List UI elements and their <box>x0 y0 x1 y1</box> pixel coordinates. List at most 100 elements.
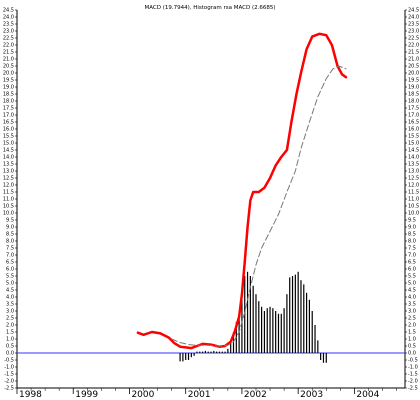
y-tick-label: 16.0 <box>3 127 14 133</box>
y-tick-label: 12.5 <box>408 176 419 182</box>
x-tick-label: 2000 <box>131 390 154 400</box>
y-tick-label: 3.0 <box>6 309 14 315</box>
y-tick-label: 22.5 <box>408 36 419 42</box>
x-tick-label: 1998 <box>19 390 42 400</box>
x-tick-label: 1999 <box>75 390 98 400</box>
y-tick-label: 5.0 <box>408 281 416 287</box>
y-tick-label: 14.0 <box>3 155 14 161</box>
y-tick-label: 1.0 <box>6 337 14 343</box>
y-tick-label: 1.0 <box>408 337 416 343</box>
y-tick-label: 10.0 <box>408 211 419 217</box>
macd-line <box>136 32 348 350</box>
y-tick-label: 13.5 <box>408 162 419 168</box>
y-tick-label: -1.5 <box>408 372 418 378</box>
y-tick-label: 9.0 <box>6 225 14 231</box>
y-tick-label: 7.0 <box>6 253 14 259</box>
y-tick-label: 23.0 <box>3 29 14 35</box>
y-tick-label: 0.5 <box>408 344 416 350</box>
y-tick-label: -1.0 <box>408 365 418 371</box>
y-tick-label: -1.0 <box>4 365 14 371</box>
y-tick-label: 15.0 <box>3 141 14 147</box>
y-tick-label: 17.5 <box>3 106 14 112</box>
y-tick-label: 7.0 <box>408 253 416 259</box>
y-tick-label: 15.5 <box>408 134 419 140</box>
y-tick-label: 21.5 <box>3 50 14 56</box>
y-tick-label: 6.5 <box>408 260 416 266</box>
y-tick-label: 5.0 <box>6 281 14 287</box>
y-tick-label: -2.5 <box>408 386 418 392</box>
signal-line <box>171 65 347 347</box>
y-tick-label: 4.0 <box>6 295 14 301</box>
y-tick-label: 5.5 <box>408 274 416 280</box>
series-lines <box>136 32 348 350</box>
y-tick-label: 2.0 <box>6 323 14 329</box>
right-y-axis: -2.5-2.0-1.5-1.0-0.50.00.51.01.52.02.53.… <box>404 8 419 392</box>
x-tick-label: 2004 <box>356 390 379 400</box>
y-tick-label: 14.5 <box>408 148 419 154</box>
y-tick-label: 20.0 <box>3 71 14 77</box>
y-tick-label: 2.0 <box>408 323 416 329</box>
y-tick-label: 15.0 <box>408 141 419 147</box>
left-y-axis: -2.5-2.0-1.5-1.0-0.50.00.51.01.52.02.53.… <box>3 8 18 392</box>
y-tick-label: 18.5 <box>408 92 419 98</box>
y-tick-label: 1.5 <box>6 330 14 336</box>
y-tick-label: 9.0 <box>408 225 416 231</box>
y-tick-label: 19.0 <box>3 85 14 91</box>
y-tick-label: 19.5 <box>408 78 419 84</box>
y-tick-label: 19.5 <box>3 78 14 84</box>
y-tick-label: 11.5 <box>3 190 14 196</box>
y-tick-label: 14.5 <box>3 148 14 154</box>
histogram-bars <box>179 271 327 363</box>
y-tick-label: -2.0 <box>408 379 418 385</box>
y-tick-label: 20.5 <box>408 64 419 70</box>
y-tick-label: 0.5 <box>6 344 14 350</box>
y-tick-label: 7.5 <box>6 246 14 252</box>
y-tick-label: 10.5 <box>3 204 14 210</box>
y-tick-label: 8.5 <box>408 232 416 238</box>
x-tick-label: 2003 <box>300 390 323 400</box>
y-tick-label: 3.5 <box>408 302 416 308</box>
y-tick-label: 24.0 <box>3 15 14 21</box>
y-tick-label: 8.0 <box>408 239 416 245</box>
y-tick-label: 16.5 <box>3 120 14 126</box>
y-tick-label: 10.0 <box>3 211 14 217</box>
y-tick-label: 16.5 <box>408 120 419 126</box>
y-tick-label: 24.5 <box>408 8 419 14</box>
y-tick-label: 4.0 <box>408 295 416 301</box>
y-tick-label: 23.5 <box>3 22 14 28</box>
y-tick-label: 20.0 <box>408 71 419 77</box>
y-tick-label: -0.5 <box>4 358 14 364</box>
y-tick-label: -2.0 <box>4 379 14 385</box>
y-tick-label: 21.0 <box>408 57 419 63</box>
y-tick-label: -0.5 <box>408 358 418 364</box>
y-tick-label: 0.0 <box>408 351 416 357</box>
x-tick-label: 2002 <box>244 390 267 400</box>
y-tick-label: 6.0 <box>6 267 14 273</box>
y-tick-label: 3.0 <box>408 309 416 315</box>
y-tick-label: 22.0 <box>408 43 419 49</box>
y-tick-label: 13.5 <box>3 162 14 168</box>
y-tick-label: 17.0 <box>3 113 14 119</box>
y-tick-label: 13.0 <box>408 169 419 175</box>
x-axis: 1998 1999 2000 2001 2002 2003 2004 <box>16 387 405 400</box>
y-tick-label: 12.0 <box>3 183 14 189</box>
y-tick-label: 7.5 <box>408 246 416 252</box>
y-tick-label: 15.5 <box>3 134 14 140</box>
y-tick-label: -2.5 <box>4 386 14 392</box>
y-tick-label: 8.5 <box>6 232 14 238</box>
y-tick-label: 6.5 <box>6 260 14 266</box>
y-tick-label: 0.0 <box>6 351 14 357</box>
y-tick-label: 22.0 <box>3 43 14 49</box>
y-tick-label: 12.5 <box>3 176 14 182</box>
y-tick-label: 9.5 <box>408 218 416 224</box>
y-tick-label: 11.0 <box>408 197 419 203</box>
chart-title: MACD (19.7944), Histogram rsa MACD (2.66… <box>144 5 275 11</box>
y-tick-label: 24.5 <box>3 8 14 14</box>
y-tick-label: 17.0 <box>408 113 419 119</box>
y-tick-label: 23.0 <box>408 29 419 35</box>
y-tick-label: 9.5 <box>6 218 14 224</box>
y-tick-label: 12.0 <box>408 183 419 189</box>
y-tick-label: 18.0 <box>3 99 14 105</box>
y-tick-label: 3.5 <box>6 302 14 308</box>
